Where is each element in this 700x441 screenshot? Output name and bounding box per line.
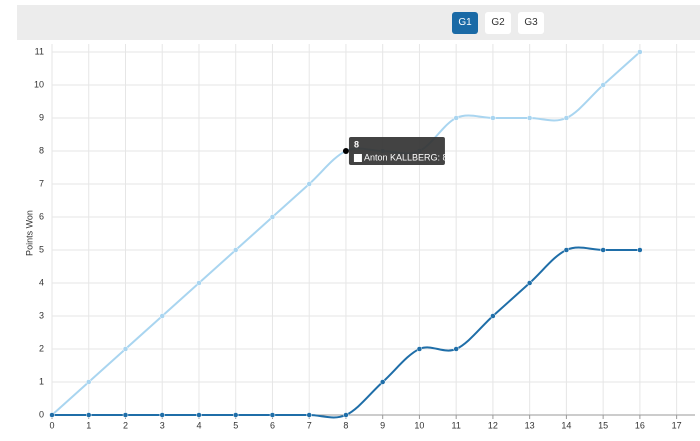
tab[interactable]: G3 — [518, 12, 544, 34]
tab[interactable]: G2 — [485, 12, 511, 34]
x-tick-label: 16 — [635, 420, 645, 430]
data-point — [196, 412, 202, 418]
y-tick-label: 11 — [35, 46, 44, 56]
tooltip: 8 Anton KALLBERG: 8 — [348, 137, 448, 165]
y-tick-label: 10 — [34, 79, 44, 89]
y-tick-label: 5 — [39, 244, 44, 254]
data-point — [600, 82, 606, 88]
data-point — [563, 247, 570, 253]
data-point — [122, 346, 129, 352]
data-point — [306, 412, 312, 418]
data-point — [343, 412, 349, 418]
x-tick-label: 9 — [380, 420, 385, 430]
tooltip-swatch — [353, 154, 362, 162]
data-point — [269, 214, 276, 220]
tab[interactable]: G1 — [452, 12, 478, 34]
x-tick-label: 8 — [343, 420, 348, 430]
y-tick-label: 8 — [39, 145, 44, 155]
x-tick-label: 11 — [451, 420, 460, 430]
data-point — [122, 412, 129, 418]
data-point — [85, 412, 92, 418]
data-point — [379, 379, 386, 385]
toolbar: G1 G2 G3 — [17, 5, 700, 40]
x-tick-label: 7 — [307, 420, 312, 430]
y-tick-label: 6 — [39, 211, 44, 221]
data-point — [306, 181, 312, 187]
y-tick-label: 2 — [39, 343, 44, 353]
x-tick-label: 1 — [86, 420, 91, 430]
x-tick-label: 5 — [233, 420, 238, 430]
data-point — [526, 115, 533, 121]
x-tick-label: 10 — [414, 420, 424, 430]
tooltip-box — [348, 137, 445, 165]
data-point — [196, 280, 202, 286]
x-tick-label: 0 — [49, 420, 54, 430]
data-point — [453, 115, 459, 121]
x-tick-label: 17 — [672, 420, 682, 430]
data-point — [490, 313, 496, 319]
data-point — [232, 412, 239, 418]
y-tick-label: 1 — [39, 376, 44, 386]
data-point — [269, 412, 276, 418]
data-point — [342, 148, 349, 154]
y-tick-label: 4 — [39, 277, 44, 287]
data-point — [490, 115, 496, 121]
data-point — [637, 247, 643, 253]
y-tick-label: 9 — [39, 112, 44, 122]
x-tick-label: 2 — [123, 420, 128, 430]
data-point — [526, 280, 533, 286]
x-tick-label: 14 — [561, 420, 571, 430]
data-point — [416, 346, 423, 352]
x-tick-label: 3 — [160, 420, 165, 430]
data-point — [600, 247, 606, 253]
y-axis-label: Points Won — [24, 210, 34, 256]
data-point — [637, 49, 643, 55]
x-tick-label: 12 — [488, 420, 498, 430]
x-tick-label: 6 — [270, 420, 275, 430]
y-tick-label: 0 — [39, 409, 44, 419]
data-point — [159, 313, 165, 319]
x-tick-label: 15 — [598, 420, 608, 430]
y-tick-label: 7 — [39, 178, 44, 188]
data-point — [563, 115, 570, 121]
tooltip-text: Anton KALLBERG: 8 — [364, 152, 448, 162]
data-point — [159, 412, 165, 418]
data-point — [232, 247, 239, 253]
x-tick-label: 13 — [525, 420, 535, 430]
tooltip-title: 8 — [354, 139, 359, 149]
y-tick-label: 3 — [39, 310, 44, 320]
data-point — [453, 346, 459, 352]
data-point — [49, 412, 55, 418]
x-tick-label: 4 — [196, 420, 201, 430]
data-point — [85, 379, 92, 385]
